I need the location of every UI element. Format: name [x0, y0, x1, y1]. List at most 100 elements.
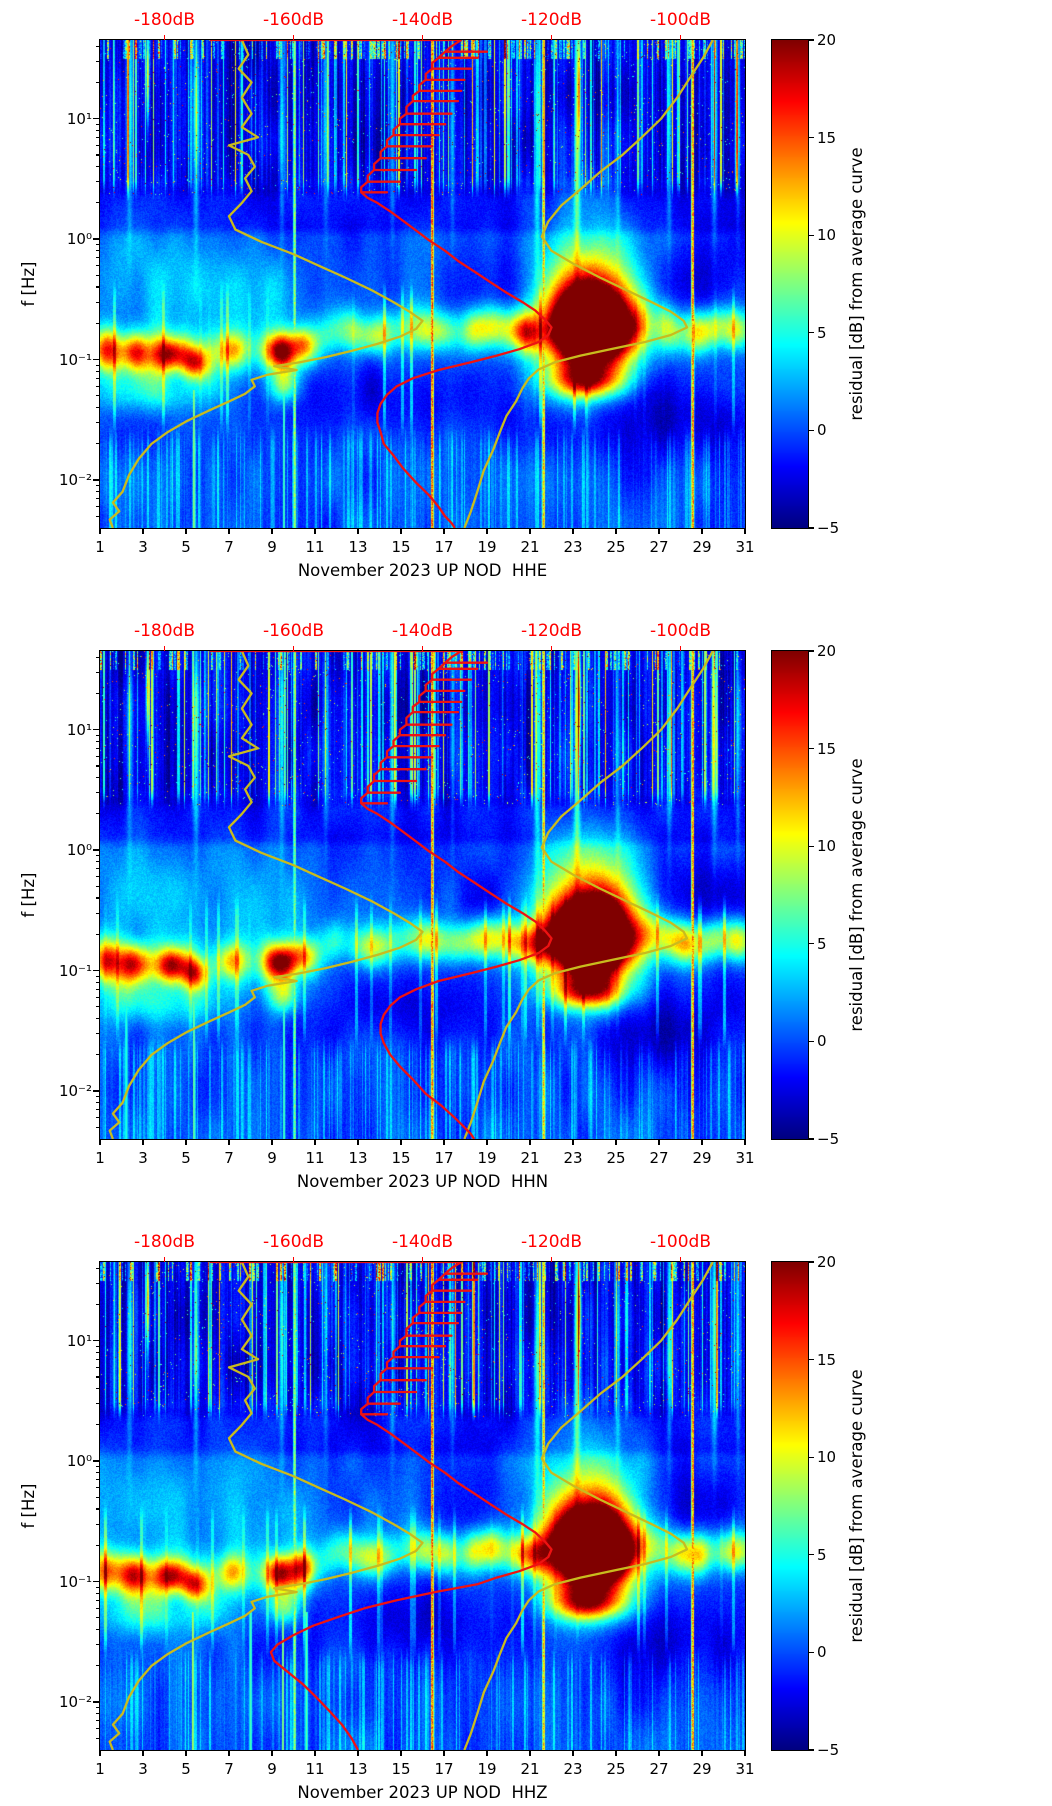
y-minor-tick	[96, 129, 100, 131]
y-tick	[93, 117, 100, 120]
y-minor-tick	[96, 244, 100, 246]
x-tick	[185, 1750, 187, 1756]
y-minor-tick	[96, 136, 100, 138]
x-tick	[615, 1750, 617, 1756]
colorbar-tick-label: 10	[817, 1448, 837, 1467]
x-tick-label: 27	[649, 538, 669, 556]
colorbar-tick-label: 0	[817, 421, 827, 440]
y-axis-label: f [Hz]	[19, 261, 38, 307]
y-minor-tick	[96, 1267, 100, 1269]
plot-spine	[99, 39, 746, 529]
x-tick	[615, 528, 617, 534]
y-minor-tick	[96, 671, 100, 673]
y-minor-tick	[96, 1472, 100, 1474]
top-axis-label: -140dB	[391, 10, 454, 30]
x-tick	[529, 1139, 531, 1145]
spectrogram-canvas-HHZ	[100, 1262, 745, 1750]
colorbar-tick	[808, 943, 814, 945]
x-tick-label: 9	[267, 1149, 277, 1167]
y-tick	[93, 358, 100, 361]
x-tick	[314, 1750, 316, 1756]
x-tick-label: 19	[477, 1149, 497, 1167]
top-axis-label: -160dB	[262, 621, 325, 641]
colorbar-HHZ	[772, 1262, 808, 1750]
y-minor-tick	[96, 1095, 100, 1098]
reference-curve-high-HHE	[463, 40, 714, 528]
y-minor-tick	[96, 656, 100, 658]
y-minor-tick	[96, 1126, 100, 1128]
y-minor-tick	[96, 506, 100, 508]
x-tick-label: 11	[305, 1760, 325, 1778]
x-axis-label: November 2023 UP NOD HHE	[297, 561, 548, 580]
top-axis-label: -120dB	[520, 1232, 583, 1252]
y-minor-tick	[96, 1643, 100, 1646]
y-tick-label: 10⁻²	[58, 1693, 92, 1712]
y-minor-tick	[96, 1628, 100, 1631]
reference-curve-low-HHE	[108, 40, 424, 528]
x-tick	[744, 1139, 746, 1145]
plot-spine	[99, 1261, 746, 1751]
x-tick-label: 25	[606, 1149, 626, 1167]
top-axis-tick	[550, 646, 553, 651]
x-tick	[572, 528, 574, 534]
y-tick	[93, 728, 100, 731]
y-minor-tick	[96, 123, 100, 125]
x-tick-label: 29	[692, 1149, 712, 1167]
y-minor-tick	[96, 1376, 100, 1378]
x-tick	[744, 1750, 746, 1756]
y-tick	[93, 1701, 100, 1703]
x-tick-label: 3	[138, 1149, 148, 1167]
top-axis-label: -100dB	[649, 621, 712, 641]
y-minor-tick	[96, 60, 100, 62]
y-minor-tick	[96, 1665, 100, 1667]
colorbar-tick	[808, 1456, 814, 1458]
x-tick	[443, 1750, 445, 1756]
colorbar-tick	[808, 39, 814, 41]
average-psd-curve-HHN	[209, 651, 553, 1139]
x-tick-label: 1	[95, 1149, 105, 1167]
x-tick	[572, 1139, 574, 1145]
y-tick	[93, 969, 100, 972]
y-minor-tick	[96, 1388, 100, 1390]
y-tick	[93, 1460, 100, 1462]
y-minor-tick	[96, 1117, 100, 1119]
x-tick-label: 3	[138, 538, 148, 556]
x-tick-label: 11	[305, 1149, 325, 1167]
x-tick-label: 15	[391, 1760, 411, 1778]
top-axis-tick	[163, 35, 166, 40]
x-tick-label: 1	[95, 1760, 105, 1778]
y-minor-tick	[96, 868, 100, 870]
y-minor-tick	[96, 1403, 100, 1405]
colorbar-HHN	[772, 651, 808, 1139]
y-tick-label: 10⁻¹	[58, 350, 92, 369]
y-minor-tick	[96, 933, 100, 935]
y-minor-tick	[96, 765, 100, 767]
top-axis-label: -160dB	[262, 1232, 325, 1252]
y-tick	[93, 1580, 100, 1583]
x-tick-label: 13	[348, 538, 368, 556]
y-tick-label: 10⁻¹	[58, 1572, 92, 1591]
x-tick-label: 29	[692, 538, 712, 556]
x-tick	[615, 1139, 617, 1145]
top-axis-tick	[292, 35, 295, 40]
x-tick-label: 21	[520, 1760, 540, 1778]
y-minor-tick	[96, 1607, 100, 1609]
x-tick-label: 31	[735, 1149, 755, 1167]
x-tick	[314, 528, 316, 534]
colorbar-tick-label: 0	[817, 1032, 827, 1051]
x-tick-label: 3	[138, 1760, 148, 1778]
y-minor-tick	[96, 1017, 100, 1020]
colorbar-tick-label: 15	[817, 128, 837, 147]
x-tick	[701, 1139, 703, 1145]
y-tick-label: 10¹	[66, 109, 92, 128]
y-minor-tick	[96, 443, 100, 445]
x-tick	[271, 1139, 273, 1145]
x-tick-label: 7	[224, 1149, 234, 1167]
y-minor-tick	[96, 996, 100, 998]
x-tick	[744, 528, 746, 534]
top-axis-label: -120dB	[520, 10, 583, 30]
x-tick-label: 15	[391, 538, 411, 556]
x-tick	[400, 1139, 402, 1145]
x-tick	[228, 1139, 230, 1145]
